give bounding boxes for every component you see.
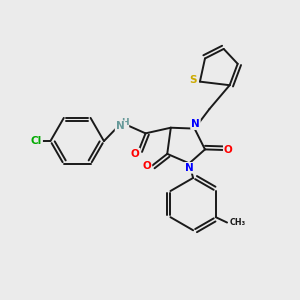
Text: N: N (191, 119, 200, 129)
Text: N: N (116, 121, 124, 131)
Text: O: O (224, 145, 233, 155)
Text: S: S (190, 76, 197, 85)
Text: CH₃: CH₃ (230, 218, 245, 227)
Text: H: H (121, 118, 128, 127)
Text: O: O (131, 148, 140, 159)
Text: O: O (143, 161, 152, 171)
Text: Cl: Cl (31, 136, 42, 146)
Text: N: N (185, 163, 194, 173)
